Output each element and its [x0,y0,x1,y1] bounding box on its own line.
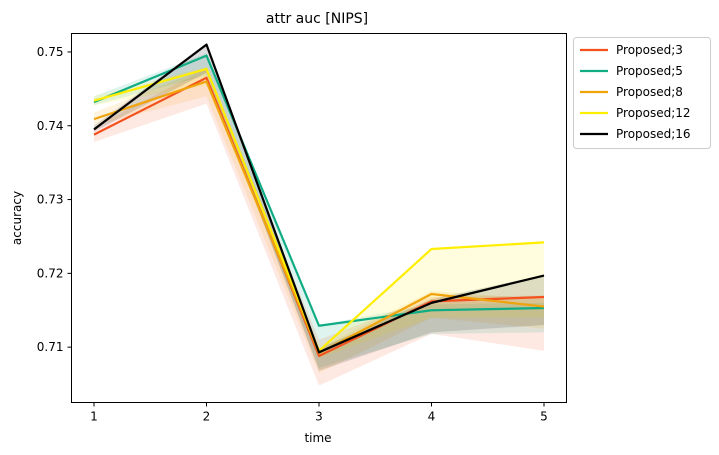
y-tick-label: 0.71 [37,340,64,354]
series-line-2 [93,54,545,327]
y-tick-label: 0.75 [37,45,64,59]
legend-label: Proposed;5 [616,64,683,78]
legend-label: Proposed;3 [616,43,683,57]
x-tick-label: 4 [428,410,436,424]
x-axis-title: time [304,431,331,445]
legend-box [573,37,711,149]
series-band-5 [94,43,544,371]
x-tick-label: 5 [540,410,548,424]
x-axis: 1 2 3 4 5 [90,402,548,424]
series-lines [93,43,545,358]
series-band-3 [94,68,544,373]
series-line-1 [93,76,545,358]
series-line-5 [93,43,545,354]
legend-label: Proposed;12 [616,106,691,120]
confidence-bands [94,43,544,386]
x-tick-label: 2 [203,410,211,424]
y-tick-label: 0.72 [37,266,64,280]
series-band-1 [94,68,544,386]
y-tick-label: 0.74 [37,119,64,133]
x-tick-label: 3 [315,410,323,424]
legend: Proposed;3 Proposed;5 Proposed;8 Proposed;1… [573,37,711,149]
y-tick-label: 0.73 [37,193,64,207]
legend-label: Proposed;16 [616,127,691,141]
legend-label: Proposed;8 [616,85,683,99]
chart-title: attr auc [NIPS] [266,11,368,27]
x-tick-label: 1 [90,410,98,424]
y-axis-title: accuracy [10,191,24,245]
y-axis: 0.71 0.72 0.73 0.74 0.75 [37,45,72,354]
series-band-4 [94,66,544,359]
series-band-2 [94,53,544,368]
